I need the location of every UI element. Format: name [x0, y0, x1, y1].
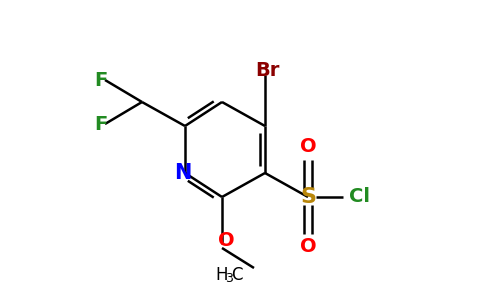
Text: N: N	[174, 163, 192, 183]
Text: H: H	[216, 266, 228, 284]
Text: Cl: Cl	[348, 188, 369, 206]
Text: F: F	[94, 115, 107, 134]
Text: O: O	[218, 232, 234, 250]
Text: O: O	[300, 137, 317, 157]
Text: F: F	[94, 70, 107, 89]
Text: S: S	[300, 187, 316, 207]
Text: C: C	[231, 266, 243, 284]
Text: 3: 3	[225, 272, 233, 284]
Text: Br: Br	[255, 61, 279, 80]
Text: O: O	[300, 238, 317, 256]
